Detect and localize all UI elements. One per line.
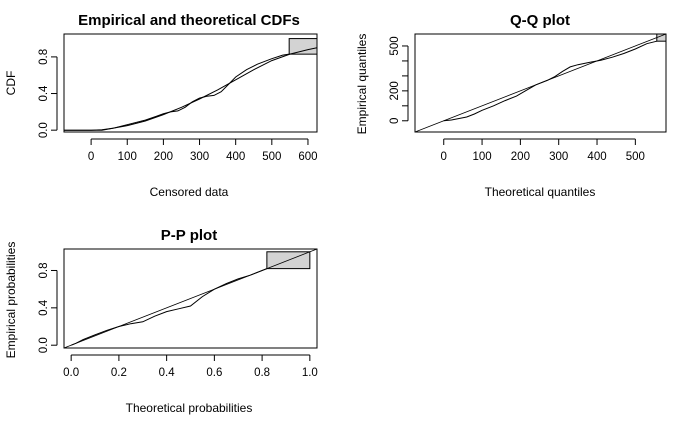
qq-title: Q-Q plot <box>510 12 570 29</box>
qq-ylabel: Empirical quantiles <box>355 34 369 135</box>
qq-x-tick-label: 100 <box>472 151 491 163</box>
pp-xlabel: Theoretical probabilities <box>126 401 253 415</box>
cdf-uncertainty-rect <box>288 38 318 55</box>
cdf-series-line-0 <box>64 53 290 131</box>
cdf-title: Empirical and theoretical CDFs <box>78 12 300 29</box>
cdf-ylabel: CDF <box>4 71 18 96</box>
cdf-y-axis: 0.0 0.4 0.8 <box>38 49 58 138</box>
cdf-x-axis: 0 100 200 300 400 500 600 <box>88 138 318 163</box>
pp-x-axis: 0.0 0.2 0.4 0.6 0.8 1.0 <box>63 354 318 379</box>
cdf-y-tick-label: 0.0 <box>38 122 50 138</box>
pp-y-tick-label: 0.4 <box>38 299 50 316</box>
qq-y-tick-label: 200 <box>389 81 401 100</box>
cdf-y-tick-label: 0.8 <box>38 49 50 65</box>
qq-uncertainty-box <box>656 33 667 42</box>
pp-ylabel: Empirical probabilities <box>4 242 18 359</box>
qq-uncertainty-rect <box>656 33 667 42</box>
cdf-x-tick-label: 300 <box>190 151 209 163</box>
qq-x-axis: 0 100 200 300 400 500 <box>441 138 645 163</box>
cdf-x-tick-label: 600 <box>298 151 317 163</box>
qq-plot-frame <box>414 33 667 133</box>
pp-series-line-0 <box>71 268 268 346</box>
panel-cdf: Empirical and theoretical CDFs Censored … <box>4 12 318 199</box>
qq-x-tick-label: 500 <box>626 151 645 163</box>
pp-x-tick-label: 0.2 <box>111 367 127 379</box>
pp-x-tick-label: 0.6 <box>206 367 222 379</box>
pp-plot-frame <box>63 248 318 349</box>
cdf-x-tick-label: 100 <box>118 151 137 163</box>
cdf-series-line-1 <box>64 47 318 131</box>
cdf-x-tick-label: 500 <box>262 151 281 163</box>
qq-series <box>443 40 657 122</box>
qq-y-tick-label: 0 <box>389 118 401 124</box>
pp-y-axis: 0.0 0.4 0.8 <box>38 262 58 353</box>
cdf-xlabel: Censored data <box>150 185 229 199</box>
qq-x-tick-label: 200 <box>511 151 530 163</box>
qq-series-line-0 <box>443 40 657 122</box>
qq-x-tick-label: 0 <box>441 151 447 163</box>
cdf-plot-frame <box>63 33 318 133</box>
qq-x-tick-label: 300 <box>549 151 568 163</box>
cdf-x-tick-label: 0 <box>88 151 94 163</box>
qq-y-tick-label: 500 <box>389 36 401 55</box>
pp-identity-line <box>63 248 318 349</box>
cdf-uncertainty-box <box>288 38 318 55</box>
pp-x-tick-label: 0.4 <box>159 367 176 379</box>
panel-pp: P-P plot Theoretical probabilities Empir… <box>4 227 318 415</box>
qq-y-axis: 0 200 500 <box>389 36 409 124</box>
qq-xlabel: Theoretical quantiles <box>485 185 596 199</box>
pp-y-tick-label: 0.0 <box>38 337 50 353</box>
pp-y-tick-label: 0.8 <box>38 262 50 278</box>
pp-x-tick-label: 0.0 <box>63 367 79 379</box>
qq-x-tick-label: 400 <box>587 151 606 163</box>
cdf-x-tick-label: 200 <box>154 151 173 163</box>
pp-series <box>71 268 268 346</box>
pp-x-tick-label: 0.8 <box>254 367 270 379</box>
cdf-series <box>64 47 318 131</box>
cdf-x-tick-label: 400 <box>226 151 245 163</box>
cdf-y-tick-label: 0.4 <box>38 85 50 102</box>
pp-reference-line <box>63 248 318 349</box>
pp-title: P-P plot <box>161 227 217 244</box>
panel-qq: Q-Q plot Theoretical quantiles Empirical… <box>355 12 667 199</box>
pp-x-tick-label: 1.0 <box>302 367 318 379</box>
